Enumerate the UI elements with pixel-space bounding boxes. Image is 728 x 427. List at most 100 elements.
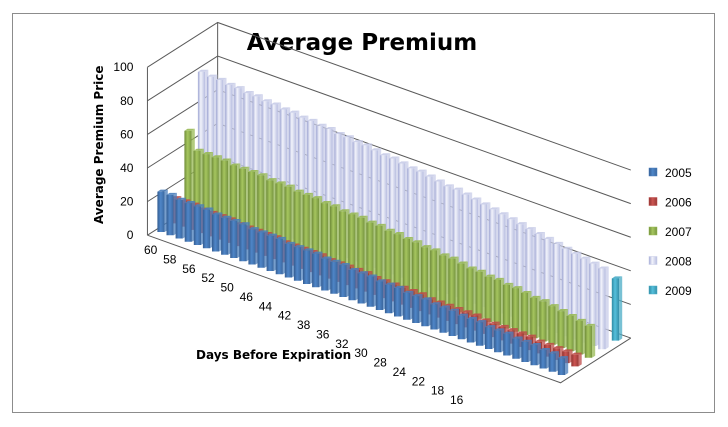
x-tick-label: 46 [240,290,254,304]
bar [339,263,350,297]
legend-label: 2005 [665,166,692,180]
floor-edge [147,234,632,384]
bar [557,356,569,375]
series-2007 [184,128,596,358]
bar [202,207,214,249]
bar [284,241,296,278]
y-tick-label: 80 [120,94,134,108]
bar [439,253,450,306]
bar [403,290,414,320]
bar [430,302,441,330]
x-axis-label: Days Before Expiration [196,348,351,362]
bar [248,227,259,265]
y-tick-label: 20 [120,195,134,209]
x-tick-label: 38 [297,318,311,332]
bar [221,215,232,255]
bar [193,204,205,245]
x-tick-label: 30 [354,346,368,360]
bar [503,331,514,356]
x-tick-label: 28 [374,356,388,370]
x-tick-label: 24 [393,365,407,379]
bar [375,279,387,310]
x-tick-label: 42 [278,309,292,323]
bar [393,232,405,290]
y-axis-label: Average Premium Price [92,65,106,224]
bar [457,313,469,340]
x-tick-label: 36 [316,327,330,341]
bar [266,233,277,271]
bar [375,223,386,284]
bar [239,222,250,262]
x-tick-label: 58 [163,252,177,266]
legend-swatch [648,226,658,236]
bar [571,352,582,367]
bar [384,282,396,314]
bar [475,269,486,319]
bar [384,228,395,287]
bar [312,251,323,288]
bar [521,339,532,362]
x-tick-label: 44 [259,299,273,313]
bar [548,304,559,345]
x-tick-label: 22 [412,374,426,388]
bar [494,328,505,353]
chart-frame: Average Premium 0 20 40 60 80 100 60 58 56 52 50 4… [12,13,715,413]
bar [430,248,441,303]
bar [257,230,268,268]
bar [530,295,541,339]
legend-label: 2007 [665,225,692,239]
bar [166,192,177,236]
bar [257,173,268,241]
bar [466,316,478,343]
bar [330,259,341,294]
legend-label: 2006 [665,196,692,210]
y-tick-label: 60 [120,127,134,141]
chart-title: Average Premium [247,30,478,56]
bar [175,197,186,239]
bars [157,69,623,375]
bar [521,291,532,336]
y-axis-ticks: 0 20 40 60 80 100 [113,60,133,242]
legend-swatch [648,167,658,177]
bar [512,336,523,359]
bar [611,276,623,341]
bar [485,325,496,349]
bar [466,266,477,316]
bar [184,128,195,215]
bar [339,209,350,271]
x-tick-label: 60 [144,243,158,257]
legend-swatch [648,197,658,206]
bar [293,245,305,281]
bar [475,320,487,346]
bar [575,318,587,355]
x-tick-label: 56 [182,262,196,276]
bar [421,245,432,300]
y-tick-label: 0 [127,228,134,242]
bar [493,277,505,326]
legend-swatch [648,285,658,295]
legend: 2005 2006 2007 2008 2009 [648,166,692,298]
x-tick-label: 50 [221,281,235,295]
series-2005 [157,189,569,375]
chart: Average Premium 0 20 40 60 80 100 60 58 56 52 50 4… [92,21,692,407]
bar [539,347,550,369]
bar [502,282,514,329]
bar [484,274,496,323]
y-tick-label: 100 [113,60,133,74]
bar [357,215,368,277]
bar [394,285,405,317]
legend-swatch [648,256,658,265]
bar [539,299,550,342]
bar [366,274,378,307]
bar [584,323,596,358]
bar [412,294,423,323]
bar [598,266,609,350]
y-tick-label: 40 [120,161,134,175]
bar [303,248,314,284]
bar [357,271,368,304]
legend-label: 2008 [665,255,692,269]
x-tick-label: 32 [335,337,349,351]
series-2009 [611,276,623,341]
bar [321,256,332,291]
bar [448,256,459,310]
